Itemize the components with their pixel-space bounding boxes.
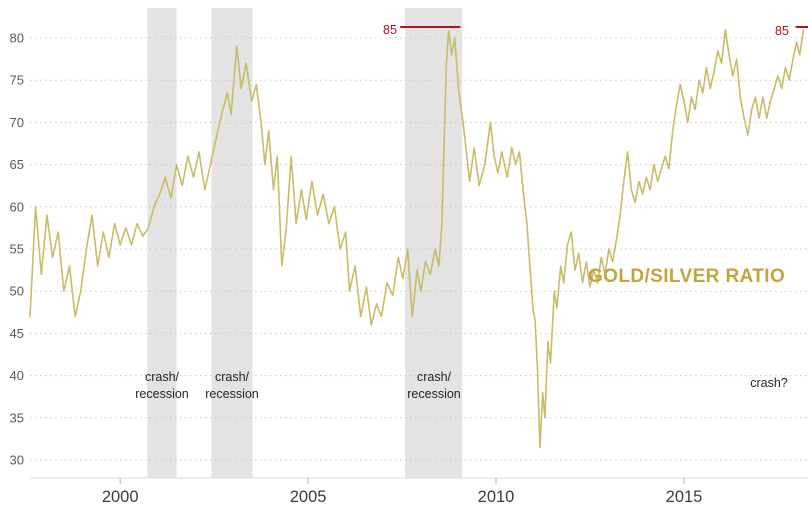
y-tick-label: 30 [10,453,24,468]
recession-label-2001: crash/ recession [135,370,189,401]
recession-band [405,8,463,478]
y-tick-label: 50 [10,284,24,299]
x-tick-label: 2000 [102,488,139,506]
recession-band [211,8,253,478]
resistance-85-label-right: 85 [775,24,789,38]
y-tick-label: 55 [10,242,24,257]
y-tick-label: 45 [10,326,24,341]
recession-label-2003: crash/ recession [205,370,259,401]
x-tick-label: 2015 [666,488,703,506]
y-tick-label: 40 [10,368,24,383]
crash-question-label: crash? [750,376,788,390]
chart-title: GOLD/SILVER RATIO [588,266,786,287]
y-tick-label: 35 [10,410,24,425]
y-tick-label: 80 [10,31,24,46]
y-tick-label: 70 [10,115,24,130]
resistance-85-label-left: 85 [383,23,397,37]
y-tick-label: 60 [10,199,24,214]
recession-label-2008: crash/ recession [407,370,461,401]
x-tick-label: 2010 [478,488,515,506]
y-tick-label: 75 [10,73,24,88]
recession-band [147,8,177,478]
x-tick-label: 2005 [290,488,327,506]
y-tick-label: 65 [10,157,24,172]
ratio-line-series [29,28,805,449]
